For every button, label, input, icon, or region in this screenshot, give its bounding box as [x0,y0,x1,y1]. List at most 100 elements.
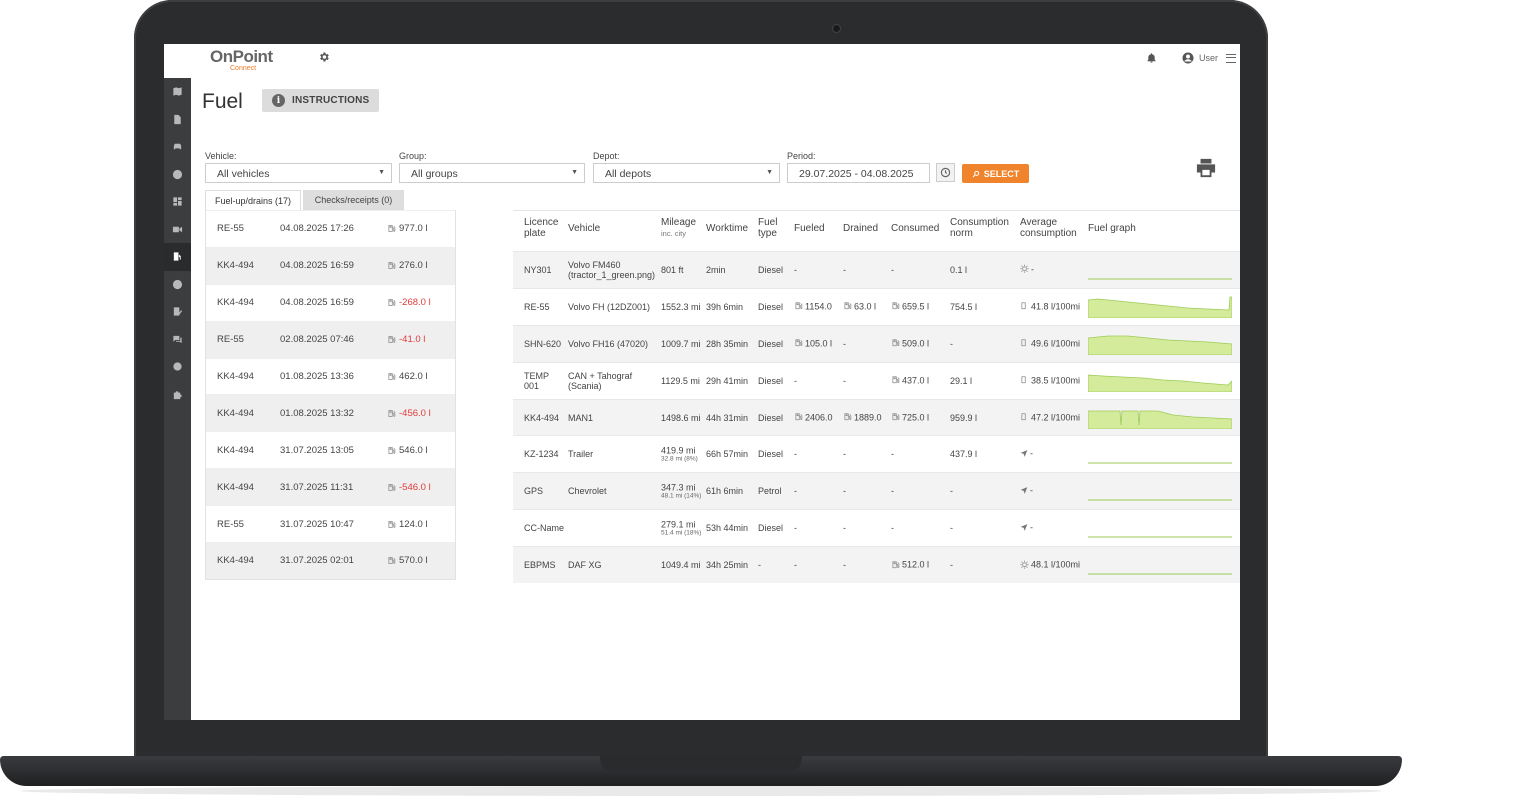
list-item[interactable]: KK4-494 31.07.2025 02:01 570.0 l [206,542,455,579]
row-norm: - [950,486,953,497]
header-consumed[interactable]: Consumed [891,223,940,234]
row-fueled-value: 2406.0 [805,411,833,422]
tab-fuel-up-drains[interactable]: Fuel-up/drains (17) [205,190,301,210]
fuel-pump-icon [388,262,396,270]
row-consumed: - [891,264,894,275]
row-norm: 959.9 l [950,412,978,423]
list-item[interactable]: KK4-494 04.08.2025 16:59 -268.0 l [206,283,455,321]
user-menu[interactable]: User [1182,52,1237,64]
header-licence-plate[interactable]: Licence plate [524,217,559,239]
row-fuel-type: Diesel [758,264,784,275]
period-picker-button[interactable] [936,163,955,182]
row-worktime: 34h 25min [706,560,749,571]
row-average: - [1020,264,1086,276]
row-mileage-value: 1552.3 mi [661,301,701,312]
list-item[interactable]: KK4-494 04.08.2025 16:59 276.0 l [206,246,455,284]
event-amount: -546.0 l [387,482,431,493]
table-row[interactable]: SHN-620 Volvo FH16 (47020) 1009.7 mi 28h… [513,324,1240,362]
row-fueled: - [794,523,797,534]
top-bar: OnPoint Connect User [164,44,1240,78]
table-row[interactable]: KZ-1234 Trailer 419.9 mi 32.8 mi (8%) 66h… [513,435,1240,472]
event-amount: 124.0 l [387,519,428,530]
row-vehicle: Chevrolet [568,486,607,497]
print-icon[interactable] [1195,158,1217,178]
event-amount-value: 977.0 l [399,223,428,235]
list-item[interactable]: KK4-494 31.07.2025 11:31 -546.0 l [206,468,455,506]
puzzle-icon [173,391,182,399]
sidebar-item-video[interactable] [164,216,191,244]
row-vehicle: MAN1 [568,412,594,423]
row-mileage: 279.1 mi 51.4 mi (18%) [661,520,703,537]
sidebar-item-vehicles[interactable] [164,133,191,161]
sidebar-item-alerts[interactable] [164,271,191,299]
hamburger-menu-icon[interactable] [1226,53,1237,63]
header-mileage[interactable]: Mileage inc. city [661,217,697,238]
group-select-value: All groups [411,168,458,180]
sidebar-item-map[interactable] [164,78,191,106]
list-item[interactable]: RE-55 31.07.2025 10:47 124.0 l [206,505,455,542]
settings-gear-icon[interactable] [318,51,330,63]
row-mileage: 1129.5 mi [661,376,703,386]
fuel-pump-icon [1021,413,1026,421]
event-date: 31.07.2025 10:47 [280,518,354,530]
sidebar-item-tasks[interactable] [164,298,191,326]
caret-down-icon: ▼ [766,169,773,176]
event-amount-value: -456.0 l [399,407,431,419]
fuel-events-list: RE-55 04.08.2025 17:26 977.0 l KK4-494 0… [205,210,456,580]
table-row[interactable]: RE-55 Volvo FH (12DZ001) 1552.3 mi 39h 6… [513,287,1240,325]
row-consumed: - [891,523,894,534]
table-row[interactable]: KK4-494 MAN1 1498.6 mi 44h 31min Diesel … [513,398,1240,436]
event-amount: 546.0 l [387,445,428,456]
sidebar-item-drivers[interactable] [164,161,191,189]
table-row[interactable]: TEMP 001 CAN + Tahograf (Scania) 1129.5 … [513,361,1240,399]
sidebar-item-dashboard[interactable] [164,188,191,216]
vehicle-select[interactable]: All vehicles ▼ [205,163,392,183]
bell-icon[interactable] [1146,52,1157,64]
header-fueled[interactable]: Fueled [794,223,825,234]
event-plate: KK4-494 [217,297,254,309]
table-row[interactable]: GPS Chevrolet 347.3 mi 48.1 mi (14%) 61h … [513,472,1240,510]
list-item[interactable]: KK4-494 01.08.2025 13:36 462.0 l [206,357,455,395]
list-item[interactable]: RE-55 04.08.2025 17:26 977.0 l [206,210,455,247]
edit-document-icon [173,307,183,316]
select-button[interactable]: SELECT [962,164,1029,183]
fuel-graph [1088,296,1232,318]
event-amount-value: -546.0 l [399,481,431,493]
vehicle-select-value: All vehicles [217,168,270,180]
row-average-value: 38.5 l/100mi [1031,374,1081,385]
group-select[interactable]: All groups ▼ [399,163,585,183]
table-row[interactable]: NY301 Volvo FM460 (tractor_1_green.png) … [513,251,1240,288]
event-amount: 977.0 l [387,223,428,234]
list-item[interactable]: RE-55 02.08.2025 07:46 -41.0 l [206,320,455,358]
list-item[interactable]: KK4-494 31.07.2025 13:05 546.0 l [206,431,455,468]
sidebar-item-plugins[interactable] [164,381,191,409]
table-row[interactable]: EBPMS DAF XG 1049.4 mi 34h 25min - - - 5… [513,546,1240,584]
event-plate: KK4-494 [217,260,254,272]
header-fuel-type[interactable]: Fuel type [758,217,778,239]
header-drained[interactable]: Drained [843,223,879,234]
sidebar-item-fuel[interactable] [164,243,191,271]
row-mileage: 419.9 mi 32.8 mi (8%) [661,446,703,463]
row-worktime: 44h 31min [706,412,749,423]
period-input[interactable]: 29.07.2025 - 04.08.2025 [787,163,930,183]
header-average-consumption[interactable]: Average consumption [1020,217,1077,239]
event-date: 04.08.2025 16:59 [280,260,354,272]
row-consumed: 725.0 l [891,412,929,424]
row-mileage-value: 1129.5 mi [661,375,700,386]
instructions-button[interactable]: i INSTRUCTIONS [262,89,379,112]
sidebar-item-messages[interactable] [164,326,191,354]
header-vehicle[interactable]: Vehicle [568,223,601,234]
list-item[interactable]: KK4-494 01.08.2025 13:32 -456.0 l [206,394,455,432]
header-consumption-norm[interactable]: Consumption norm [950,217,1009,239]
laptop-shadow [20,786,1382,796]
row-fueled: 105.0 l [794,338,832,350]
tab-checks-receipts[interactable]: Checks/receipts (0) [303,190,404,210]
row-consumed: - [891,486,894,497]
depot-select[interactable]: All depots ▼ [593,163,780,183]
header-worktime[interactable]: Worktime [706,223,749,234]
sidebar-item-reports[interactable] [164,106,191,134]
logo[interactable]: OnPoint Connect [210,48,273,73]
table-row[interactable]: CC-Name 279.1 mi 51.4 mi (18%) 53h 44min … [513,509,1240,546]
sidebar-item-settings[interactable] [164,353,191,381]
row-average-value: - [1030,448,1033,459]
